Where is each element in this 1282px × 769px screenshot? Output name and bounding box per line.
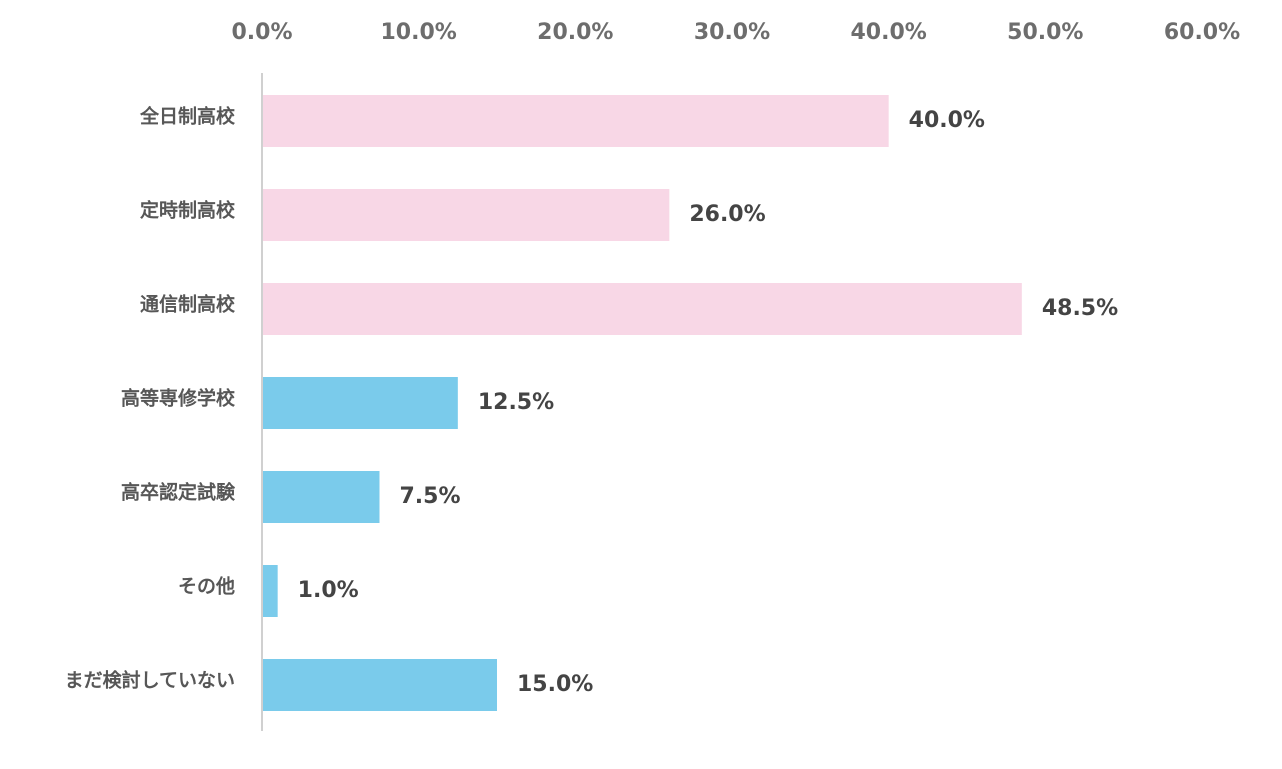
category-label: その他 [178,575,235,598]
bar [263,189,670,241]
bar [263,471,380,523]
category-label: 定時制高校 [140,199,236,222]
x-tick-label: 20.0% [537,20,613,45]
x-tick-label: 10.0% [381,20,457,45]
data-label: 7.5% [400,484,461,509]
value-labels: 40.0% 26.0% 48.5% 12.5% 7.5% 1.0% 15.0% [298,108,1118,697]
x-tick-label: 30.0% [694,20,770,45]
category-label: まだ検討していない [65,669,235,692]
bar [263,283,1022,335]
bar [263,377,458,429]
data-label: 26.0% [689,202,765,227]
x-tick-label: 60.0% [1164,20,1240,45]
x-tick-label: 40.0% [851,20,927,45]
category-label: 通信制高校 [140,293,236,316]
data-label: 15.0% [517,672,593,697]
x-tick-label: 50.0% [1007,20,1083,45]
data-label: 1.0% [298,578,359,603]
data-label: 40.0% [909,108,985,133]
bars-group [263,95,1022,711]
category-label: 高卒認定試験 [121,481,236,504]
data-label: 12.5% [478,390,554,415]
category-label: 全日制高校 [139,105,236,128]
x-axis-ticks: 0.0% 10.0% 20.0% 30.0% 40.0% 50.0% 60.0% [231,20,1240,45]
bar [263,95,889,147]
category-label: 高等専修学校 [121,387,236,410]
data-label: 48.5% [1042,296,1118,321]
bar [263,659,497,711]
x-tick-label: 0.0% [231,20,292,45]
bar [263,565,278,617]
